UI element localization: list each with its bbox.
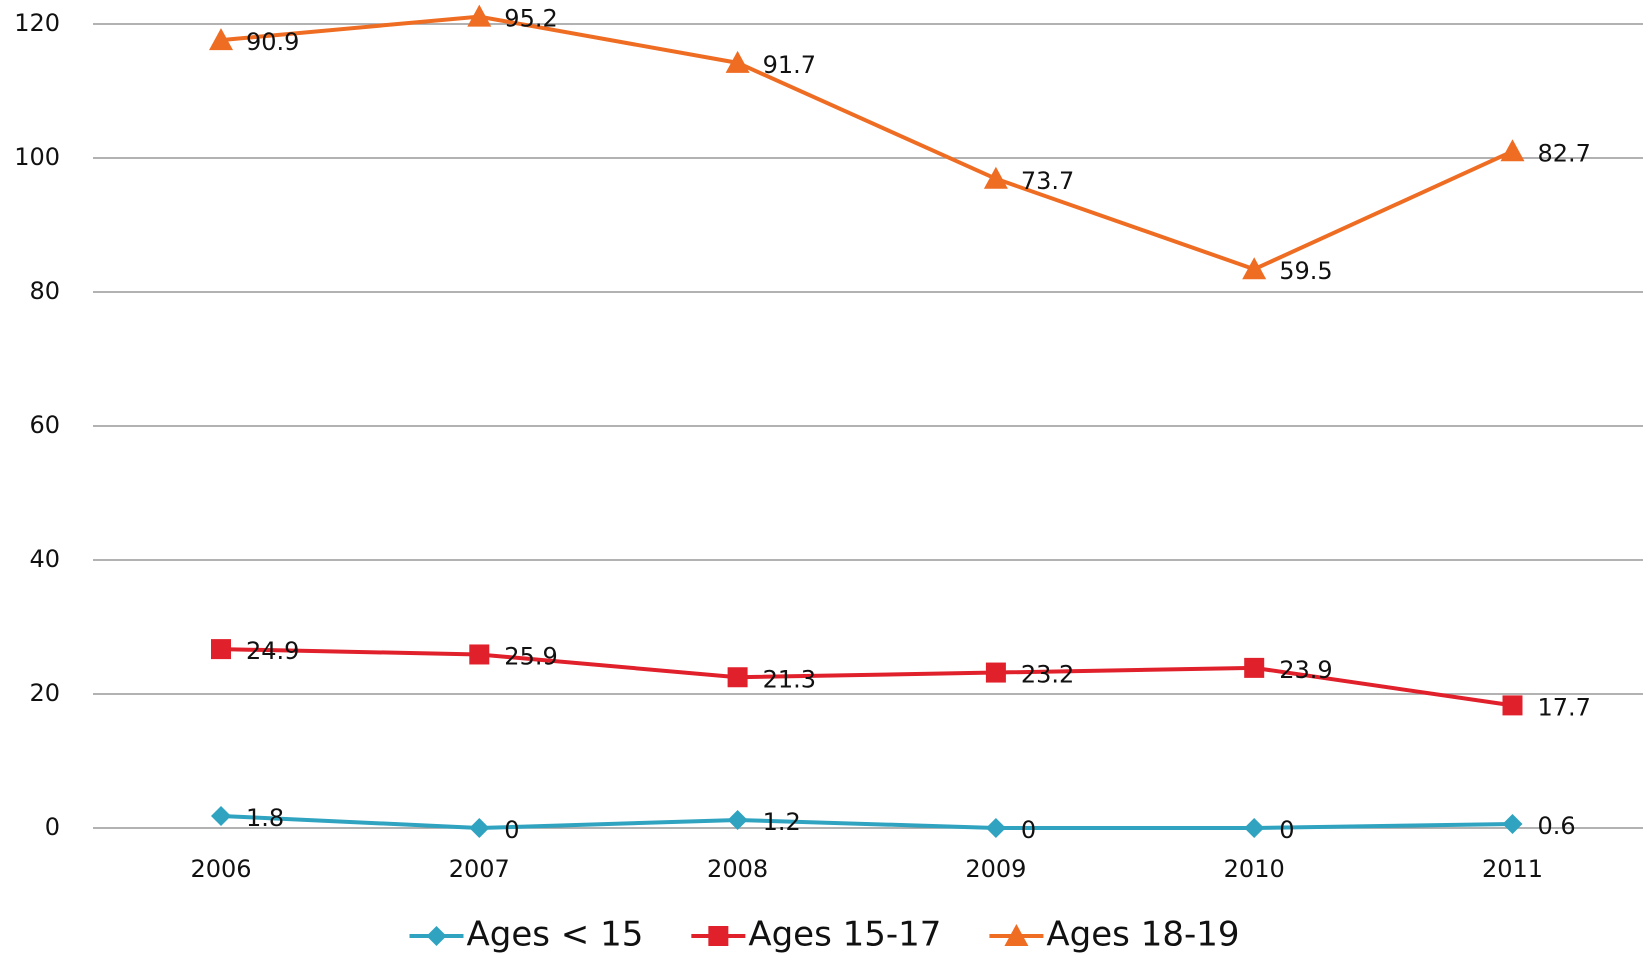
marker xyxy=(985,818,1006,838)
marker xyxy=(469,818,490,838)
data-label: 21.3 xyxy=(763,665,816,693)
data-label: 17.7 xyxy=(1538,693,1591,721)
y-tick-label: 60 xyxy=(29,411,60,439)
marker xyxy=(467,4,492,27)
marker xyxy=(1244,657,1265,678)
series-line xyxy=(220,647,1513,708)
marker xyxy=(1244,818,1265,838)
legend-label: Ages 18-19 xyxy=(1046,915,1239,955)
y-tick-label: 20 xyxy=(29,679,60,707)
marker xyxy=(1502,695,1523,716)
y-tick-label: 40 xyxy=(29,545,60,573)
marker xyxy=(211,805,231,826)
data-label: 1.8 xyxy=(246,804,284,832)
legend-label: Ages 15-17 xyxy=(748,915,941,955)
legend: Ages < 15 Ages 15-17 Ages 18-19 xyxy=(409,915,1240,955)
data-label: 90.9 xyxy=(246,28,299,56)
marker xyxy=(725,50,750,73)
data-label: 0 xyxy=(1279,816,1294,844)
y-tick-label: 0 xyxy=(45,813,60,841)
data-label: 91.7 xyxy=(763,51,816,79)
series-line xyxy=(220,14,1514,272)
marker xyxy=(1004,924,1029,946)
marker xyxy=(1242,257,1267,280)
marker xyxy=(727,667,748,688)
series-line xyxy=(220,813,1513,831)
x-tick-label: 2008 xyxy=(707,855,768,883)
marker xyxy=(1502,813,1523,834)
legend-label: Ages < 15 xyxy=(467,915,644,955)
marker xyxy=(426,926,447,946)
marker xyxy=(983,166,1008,189)
x-tick-label: 2007 xyxy=(449,855,510,883)
data-label: 25.9 xyxy=(504,642,557,670)
data-label: 0 xyxy=(1021,816,1036,844)
data-label: 73.7 xyxy=(1021,167,1074,195)
data-label: 0.6 xyxy=(1538,812,1576,840)
data-label: 82.7 xyxy=(1538,139,1591,167)
marker xyxy=(1500,139,1525,162)
y-tick-label: 100 xyxy=(14,143,60,171)
x-tick-label: 2011 xyxy=(1482,855,1543,883)
data-label: 23.9 xyxy=(1279,656,1332,684)
marker xyxy=(209,28,233,51)
data-label: 59.5 xyxy=(1279,257,1332,285)
data-label: 24.9 xyxy=(246,637,299,665)
marker xyxy=(211,639,231,660)
y-tick-label: 120 xyxy=(14,9,60,37)
x-tick-label: 2009 xyxy=(965,855,1026,883)
data-label: 0 xyxy=(504,816,519,844)
y-tick-label: 80 xyxy=(29,277,60,305)
x-tick-label: 2006 xyxy=(190,855,251,883)
marker xyxy=(469,644,490,665)
x-tick-label: 2010 xyxy=(1224,855,1285,883)
data-label: 95.2 xyxy=(504,5,557,33)
data-label: 1.2 xyxy=(763,808,801,836)
marker xyxy=(727,809,748,830)
marker xyxy=(708,926,729,946)
data-label: 23.2 xyxy=(1021,661,1074,689)
marker xyxy=(985,662,1006,683)
